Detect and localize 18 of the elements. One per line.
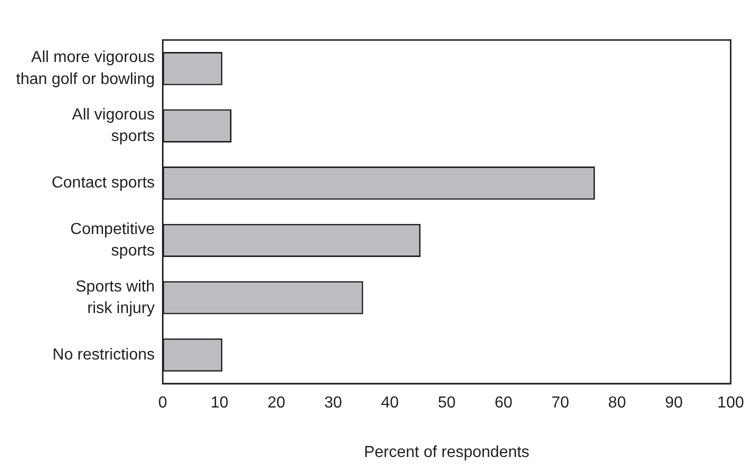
y-tick-label: Sports with risk injury <box>76 278 155 317</box>
y-tick-label: All more vigorous than golf or bowling <box>16 49 155 88</box>
y-tick-label: Contact sports <box>52 174 155 192</box>
x-tick-label: 0 <box>158 394 168 412</box>
x-tick-label: 40 <box>381 394 399 412</box>
x-tick-label: 20 <box>267 394 286 412</box>
x-tick-label: 50 <box>438 394 456 412</box>
y-tick-label: All vigorous sports <box>72 106 155 146</box>
x-tick-label: 70 <box>551 394 570 412</box>
x-tick-label: 10 <box>210 394 229 412</box>
x-tick-label: 90 <box>664 394 683 412</box>
y-tick-label: Competitive sports <box>70 221 155 260</box>
x-tick-label: 80 <box>608 394 626 412</box>
x-tick-label: 60 <box>494 394 512 412</box>
y-tick-label: No restrictions <box>52 346 155 364</box>
x-axis-title: Percent of respondents <box>364 444 530 461</box>
x-tick-label: 30 <box>324 394 342 412</box>
x-tick-label: 100 <box>717 394 744 412</box>
